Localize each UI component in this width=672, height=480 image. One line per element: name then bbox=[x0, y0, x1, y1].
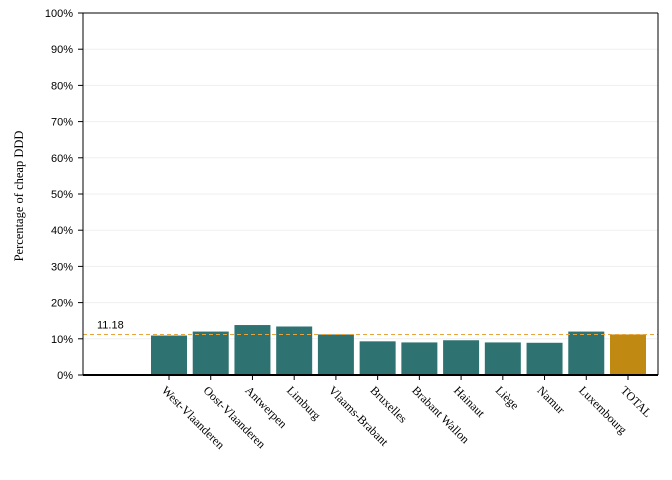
bars bbox=[151, 325, 646, 375]
x-tick-label: Hainaut bbox=[451, 383, 488, 420]
gridlines bbox=[83, 12, 658, 340]
bar-namur bbox=[526, 342, 563, 375]
x-tick-label: TOTAL bbox=[618, 383, 655, 420]
y-tick-label: 30% bbox=[51, 261, 73, 273]
y-tick-label: 50% bbox=[51, 189, 73, 201]
bar-west-vlaanderen bbox=[151, 335, 187, 375]
bar-bruxelles bbox=[359, 341, 396, 375]
x-tick-label: Namur bbox=[534, 383, 567, 416]
x-tick-label: Liège bbox=[493, 383, 522, 412]
y-tick-label: 40% bbox=[51, 225, 73, 237]
bar-vlaams-brabant bbox=[317, 334, 354, 375]
bar-antwerpen bbox=[234, 325, 271, 375]
y-tick-label: 60% bbox=[51, 153, 73, 165]
reference-line-label: 11.18 bbox=[97, 320, 124, 332]
bar-brabant-wallon bbox=[401, 342, 438, 375]
y-axis-title: Percentage of cheap DDD bbox=[12, 131, 26, 262]
bar-li-ge bbox=[484, 342, 521, 375]
y-tick-label: 20% bbox=[51, 298, 73, 310]
x-tick-label: Limburg bbox=[284, 383, 323, 422]
reference-line-group: 11.18 bbox=[83, 320, 658, 336]
bar-luxembourg bbox=[568, 331, 605, 375]
bar-total bbox=[610, 334, 646, 375]
y-tick-label: 80% bbox=[51, 80, 73, 92]
x-tick-label: Bruxelles bbox=[368, 383, 411, 426]
y-tick-label: 10% bbox=[51, 334, 73, 346]
y-tick-label: 100% bbox=[45, 8, 73, 20]
bar-hainaut bbox=[443, 340, 480, 375]
y-tick-label: 0% bbox=[57, 370, 73, 382]
bar-oost-vlaanderen bbox=[192, 331, 229, 375]
y-tick-label: 90% bbox=[51, 44, 73, 56]
y-tick-label: 70% bbox=[51, 117, 73, 129]
bar-limburg bbox=[276, 326, 313, 375]
